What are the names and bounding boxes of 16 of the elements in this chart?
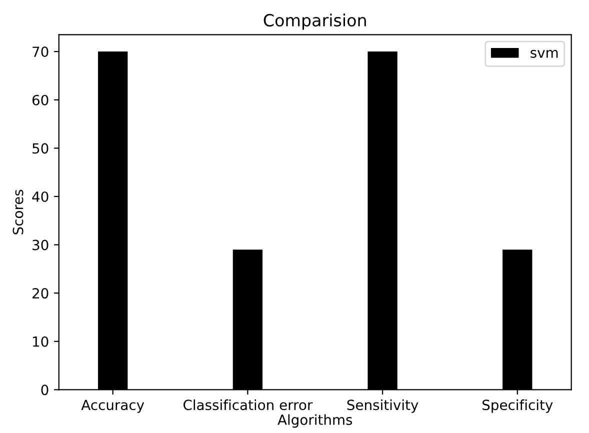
y-tick-label: 10 [33, 336, 48, 347]
x-tick-label: Sensitivity [347, 399, 418, 413]
x-tick-label: Classification error [184, 399, 313, 410]
x-tick-label: Specificity [482, 399, 553, 413]
y-tick-label: 40 [32, 191, 48, 202]
y-tick-label: 30 [32, 240, 48, 250]
y-axis-title: Scores [12, 190, 24, 234]
x-tick-label: Accuracy [81, 400, 144, 413]
legend-label: svm [530, 50, 558, 58]
y-tick-label: 60 [32, 94, 48, 106]
y-tick-label: 0 [41, 384, 48, 396]
chart-title: Comparision [264, 14, 366, 30]
y-tick-label: 70 [32, 46, 48, 58]
y-tick-label: 20 [32, 288, 48, 299]
x-axis-title: Algorithms [278, 414, 352, 428]
y-tick-label: 50 [32, 143, 48, 154]
